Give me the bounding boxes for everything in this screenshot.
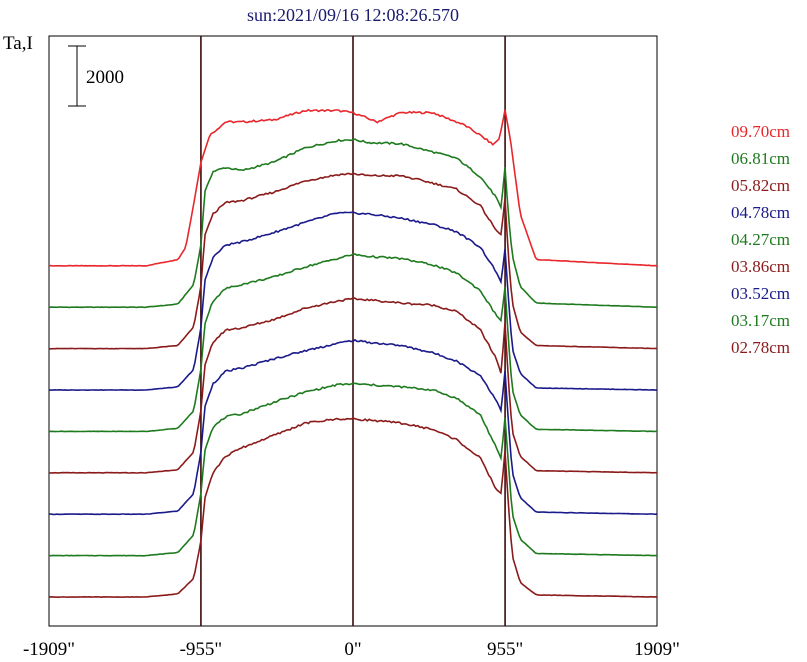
x-tick-label: 1909" [634, 639, 680, 660]
legend-entry: 06.81cm [731, 149, 791, 168]
legend-entry: 04.27cm [731, 230, 791, 249]
series-line [48, 338, 658, 516]
chart-title: sun:2021/09/16 12:08:26.570 [247, 5, 459, 25]
legend: 09.70cm 06.81cm 05.82cm 04.78cm 04.27cm 03.86… [731, 118, 790, 361]
legend-entry: 03.17cm [731, 311, 791, 330]
x-tick-label: -955" [180, 639, 223, 660]
series-line [48, 211, 657, 392]
series-line [48, 138, 657, 309]
x-tick-labels: -1909" -955" 0" 955" 1909" [23, 639, 680, 660]
series-line [49, 172, 658, 350]
scale-bar: 2000 [68, 45, 124, 107]
legend-entry: 04.78cm [731, 203, 791, 222]
x-tick-label: -1909" [23, 639, 75, 660]
scale-bar-label: 2000 [86, 67, 124, 88]
x-tick-label: 0" [344, 639, 361, 660]
x-tick-label: 955" [487, 639, 523, 660]
series-line [49, 382, 658, 557]
y-axis-label: Ta,I [3, 33, 33, 54]
series-layer [48, 108, 658, 599]
legend-entry: 02.78cm [731, 338, 791, 357]
series-line [48, 253, 658, 433]
legend-entry: 03.86cm [731, 257, 791, 276]
series-line [48, 108, 658, 267]
legend-entry: 03.52cm [731, 284, 791, 303]
reference-lines [200, 36, 506, 626]
legend-entry: 05.82cm [731, 176, 791, 195]
series-line [48, 297, 657, 474]
series-line [48, 417, 658, 599]
legend-entry: 09.70cm [731, 122, 791, 141]
